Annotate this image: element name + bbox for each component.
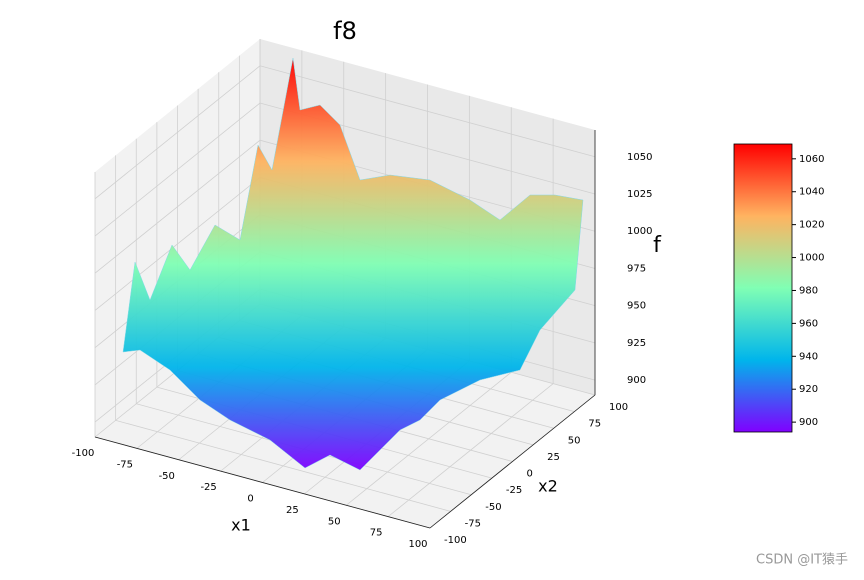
x-tick-label: 50 [328,516,341,527]
colorbar-tick-label: 900 [799,417,818,428]
y-axis-line [429,394,596,529]
x-tick-label: 25 [286,505,299,516]
chart-title: f8 [333,17,357,45]
y-tick-label: 25 [547,452,560,463]
z-tick-label: 950 [627,301,646,312]
y-tick-label: -75 [465,518,481,529]
x-tick-label: -100 [72,448,95,459]
z-tick-label: 900 [627,375,646,386]
x-tick-label: 100 [408,539,427,550]
colorbar-tick-label: 920 [799,384,818,395]
x-tick-label: 0 [247,494,253,505]
grid-line [115,155,451,512]
grid-line [94,139,596,274]
x-tick-label: 75 [370,528,383,539]
colorbar-tick-label: 960 [799,318,818,329]
x-tick-label: -50 [159,471,175,482]
x-tick-label: -25 [200,482,216,493]
colorbar-tick-label: 1060 [799,154,824,165]
x-axis-label: x1 [231,516,251,535]
colorbar-tick-label: 1020 [799,220,824,231]
y-tick-label: 0 [527,469,533,480]
colorbar-tick-label: 1040 [799,187,824,198]
z-tick-label: 1025 [627,189,652,200]
y-axis-label: x2 [538,477,558,496]
y-tick-label: -25 [506,485,522,496]
x-axis-line [94,436,431,529]
colorbar-tick-label: 980 [799,285,818,296]
grid-line [94,102,596,237]
surface [122,57,584,471]
y-tick-label: 100 [609,402,628,413]
z-tick-label: 975 [627,263,646,274]
y-tick-label: 75 [588,419,601,430]
colorbar-tick-label: 940 [799,351,818,362]
y-tick-label: 50 [568,435,581,446]
colorbar-tick-label: 1000 [799,253,824,264]
x-tick-label: -75 [117,459,133,470]
z-tick-label: 925 [627,338,646,349]
z-tick-label: 1000 [627,226,652,237]
y-tick-label: -50 [485,502,501,513]
y-tick-label: -100 [444,535,467,546]
grid-line [94,65,596,200]
colorbar [733,143,793,433]
z-axis-label: f [653,233,662,258]
z-tick-label: 1050 [627,152,652,163]
watermark: CSDN @IT猿手 [756,553,848,568]
